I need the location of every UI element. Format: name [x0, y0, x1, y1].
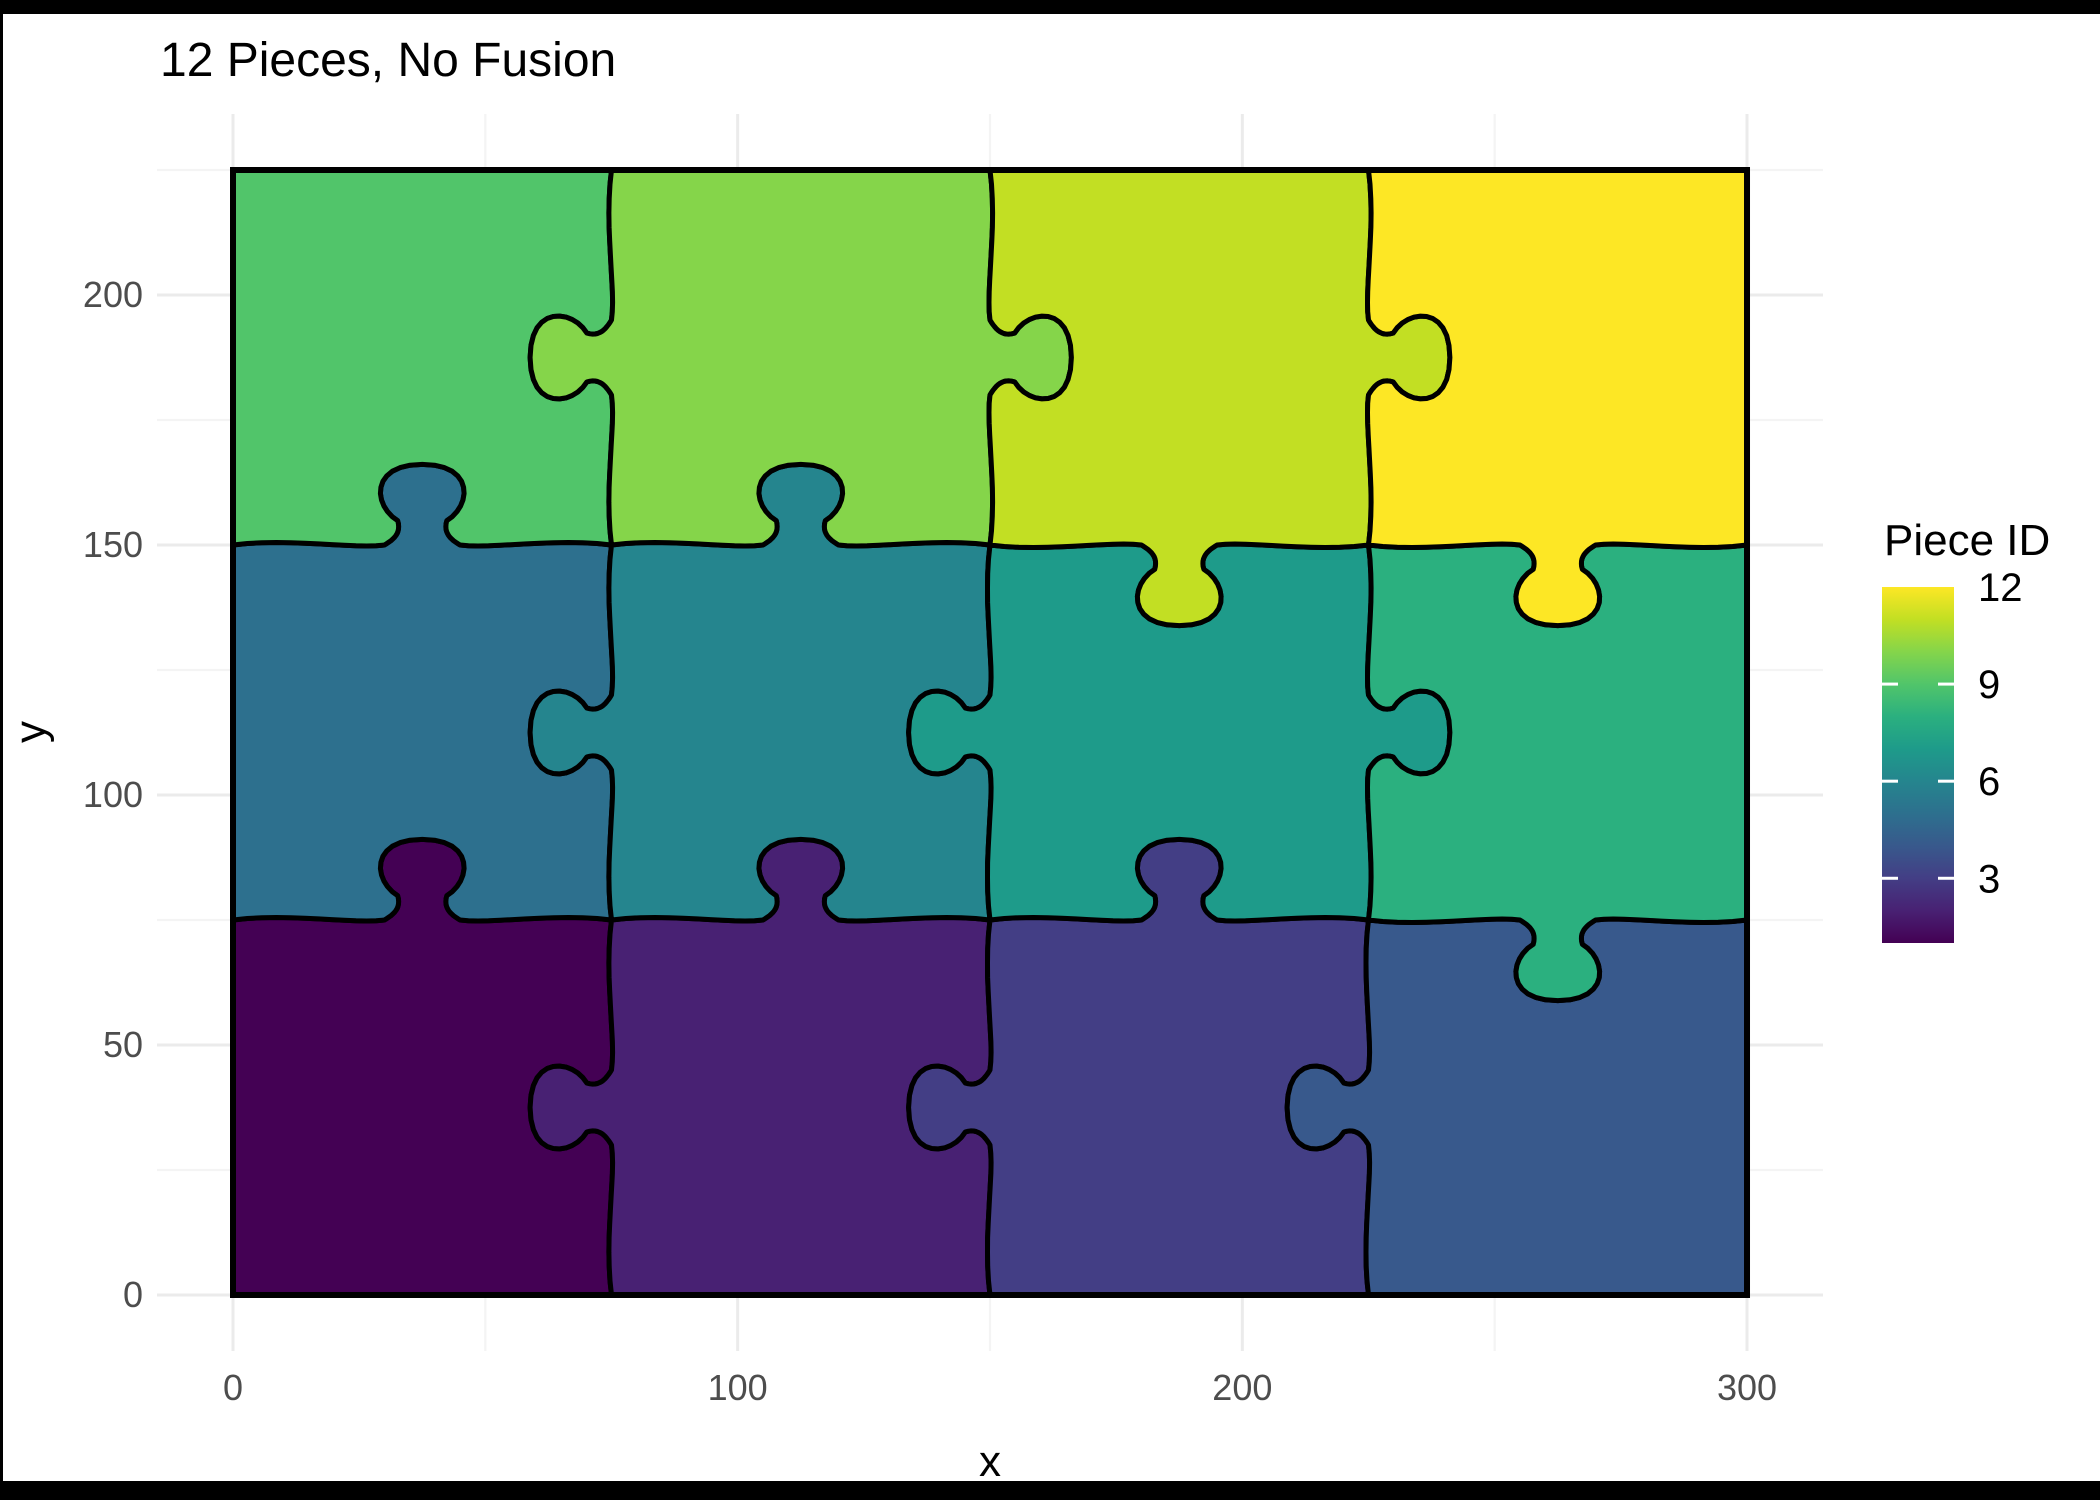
x-axis-tick-labels: 0 100 200 300 [223, 1367, 1777, 1408]
legend-title: Piece ID [1884, 516, 2050, 565]
legend-colorbar [1882, 587, 1954, 943]
puzzle-outer-border [230, 167, 1751, 1298]
legend-label-9: 9 [1978, 663, 2000, 707]
y-tick-label-200: 200 [83, 274, 143, 315]
y-tick-label-150: 150 [83, 524, 143, 565]
y-tick-label-100: 100 [83, 774, 143, 815]
legend-tick-marks [1882, 682, 1954, 880]
legend: Piece ID 12 9 6 3 [1882, 516, 2050, 943]
y-axis-tick-labels: 0 50 100 150 200 [83, 274, 143, 1315]
legend-label-12: 12 [1978, 566, 2023, 610]
y-tick-label-50: 50 [103, 1024, 143, 1065]
plot-title: 12 Pieces, No Fusion [160, 34, 616, 87]
legend-tick-labels: 12 9 6 3 [1978, 566, 2023, 901]
x-tick-label-100: 100 [708, 1367, 768, 1408]
x-tick-label-200: 200 [1212, 1367, 1272, 1408]
puzzle-pieces [230, 167, 1750, 1298]
legend-label-3: 3 [1978, 857, 2000, 901]
y-tick-label-0: 0 [123, 1274, 143, 1315]
x-tick-label-300: 300 [1717, 1367, 1777, 1408]
y-axis-title: y [6, 721, 55, 743]
x-tick-label-0: 0 [223, 1367, 243, 1408]
legend-label-6: 6 [1978, 760, 2000, 804]
x-axis-title: x [979, 1437, 1001, 1486]
